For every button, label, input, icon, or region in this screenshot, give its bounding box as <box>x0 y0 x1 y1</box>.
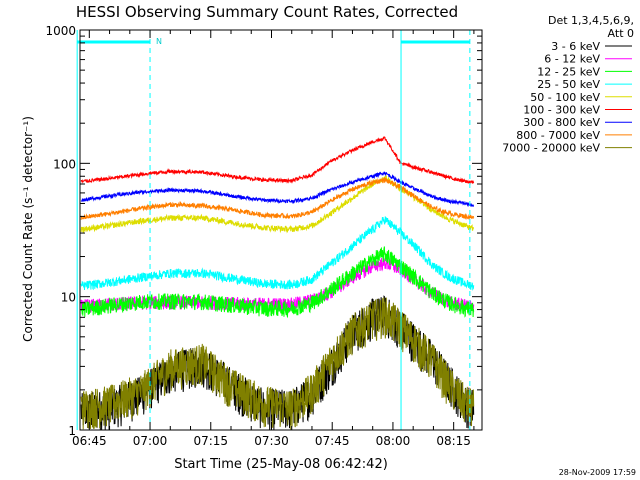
x-tick-label: 06:45 <box>72 434 107 448</box>
legend-label-1: 3 - 6 keV <box>551 40 600 53</box>
x-tick-label: 07:00 <box>133 434 168 448</box>
legend-title-line-1: Det 1,3,4,5,6,9, <box>548 14 634 27</box>
x-tick-label: 08:15 <box>436 434 471 448</box>
series-line-4 <box>80 216 475 291</box>
y-tick-label: 1 <box>68 424 76 438</box>
x-tick-label: 07:15 <box>193 434 228 448</box>
legend-label-4: 25 - 50 keV <box>537 78 600 91</box>
series-line-3 <box>80 246 475 319</box>
y-tick-label: 10 <box>61 291 76 305</box>
series-line-8 <box>80 176 475 220</box>
x-tick-label: 08:00 <box>376 434 411 448</box>
series-line-9 <box>80 297 475 431</box>
series-line-7 <box>81 171 475 208</box>
timestamp-footer: 28-Nov-2009 17:59 <box>559 468 636 477</box>
y-tick-label: 1000 <box>45 24 76 38</box>
legend-label-5: 50 - 100 keV <box>530 91 600 104</box>
legend-label-2: 6 - 12 keV <box>544 53 600 66</box>
legend-label-3: 12 - 25 keV <box>537 65 600 78</box>
plot-frame <box>79 29 483 431</box>
y-tick-label: 100 <box>53 157 76 171</box>
chart-title: HESSI Observing Summary Count Rates, Cor… <box>76 3 458 21</box>
night-flag-label: N <box>156 37 162 46</box>
series-line-5 <box>80 175 475 234</box>
legend-label-8: 800 - 7000 keV <box>516 129 600 142</box>
x-tick-label: 07:30 <box>254 434 289 448</box>
legend-label-7: 300 - 800 keV <box>523 116 600 129</box>
x-axis-label: Start Time (25-May-08 06:42:42) <box>174 457 388 472</box>
legend-title-line-2: Att 0 <box>608 27 634 40</box>
series-line-6 <box>80 136 475 185</box>
legend-label-6: 100 - 300 keV <box>523 104 600 117</box>
x-tick-label: 07:45 <box>315 434 350 448</box>
plot-area: N <box>76 30 475 431</box>
legend-label-9: 7000 - 20000 keV <box>502 142 600 155</box>
axes: 06:45 07:00 07:15 07:30 07:45 08:00 08:15 1 10 10… <box>45 24 483 448</box>
y-axis-label: Corrected Count Rate (s⁻¹ detector⁻¹) <box>21 116 35 342</box>
